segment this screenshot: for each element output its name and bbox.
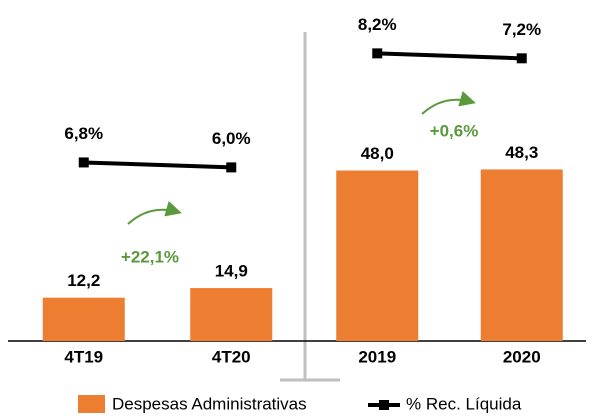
- x-tick-label: 4T19: [64, 347, 103, 366]
- data-label: 6,0%: [212, 129, 251, 148]
- line-marker: [78, 157, 89, 168]
- legend-label: % Rec. Líquida: [406, 394, 522, 413]
- data-label: 48,3: [505, 143, 538, 162]
- x-tick-label: 2019: [358, 347, 396, 366]
- line: [377, 51, 522, 61]
- bar: [42, 297, 125, 341]
- data-label: 14,9: [215, 262, 248, 281]
- bar: [480, 169, 563, 341]
- line: [83, 160, 232, 170]
- line-marker: [226, 162, 237, 173]
- data-label: 6,8%: [64, 124, 103, 143]
- growth-arrow: [421, 91, 476, 115]
- line-marker: [372, 48, 383, 59]
- bar: [190, 288, 273, 341]
- data-label: 8,2%: [358, 15, 397, 34]
- legend-swatch: [379, 400, 389, 410]
- annotation: +22,1%: [121, 247, 179, 266]
- data-label: 12,2: [67, 271, 100, 290]
- x-tick-label: 4T20: [212, 347, 251, 366]
- annotation: +0,6%: [430, 121, 479, 140]
- data-label: 7,2%: [502, 20, 541, 39]
- line-marker: [516, 53, 527, 64]
- legend-swatch: [78, 395, 105, 413]
- bar: [336, 170, 419, 341]
- x-tick-label: 2020: [503, 347, 541, 366]
- data-label: 48,0: [361, 144, 394, 163]
- growth-arrow: [127, 201, 182, 225]
- legend-label: Despesas Administrativas: [112, 394, 307, 413]
